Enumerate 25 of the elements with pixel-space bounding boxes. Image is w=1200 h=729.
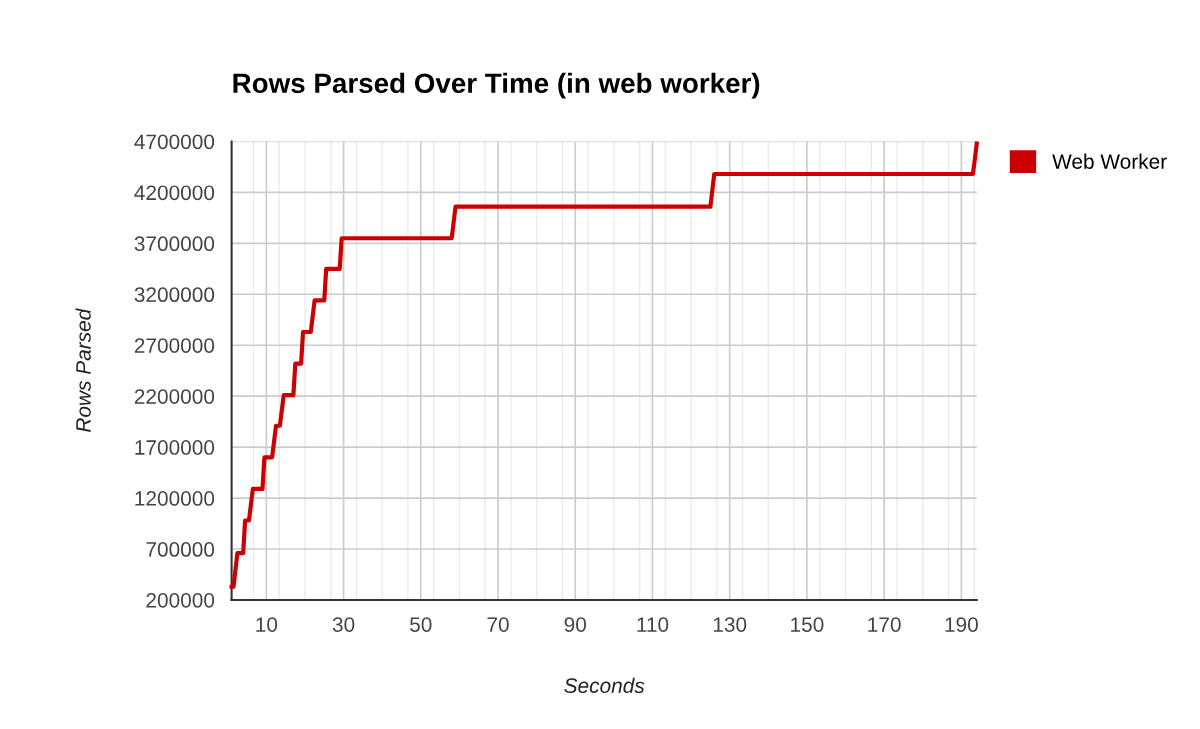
legend-label: Web Worker <box>1052 153 1167 169</box>
y-axis-title: Rows Parsed <box>75 308 91 432</box>
chart-title: Rows Parsed Over Time (in web worker) <box>233 72 760 99</box>
y-tick-label: 200000 <box>146 592 215 608</box>
y-tick-label: 700000 <box>146 542 215 557</box>
y-tick-label: 2700000 <box>134 338 215 353</box>
x-tick-label: 110 <box>637 617 669 632</box>
x-tick-label: 10 <box>256 617 278 632</box>
x-tick-label: 170 <box>868 617 901 632</box>
y-tick-label: 3200000 <box>134 287 215 303</box>
x-tick-label: 70 <box>487 617 509 632</box>
x-tick-label: 30 <box>332 617 355 632</box>
x-tick-label: 130 <box>713 617 747 632</box>
line-series <box>229 141 979 589</box>
x-tick-label: 50 <box>410 617 432 632</box>
y-tick-label: 3700000 <box>134 236 215 252</box>
y-tick-label: 4200000 <box>134 185 215 201</box>
y-tick-label: 1700000 <box>135 440 215 455</box>
y-tick-label: 1200000 <box>135 491 215 506</box>
y-tick-label: 4700000 <box>134 134 215 150</box>
x-tick-label: 150 <box>791 617 824 632</box>
x-axis-title: Seconds <box>564 677 645 694</box>
x-tick-label: 190 <box>945 617 978 632</box>
y-tick-label: 2200000 <box>134 389 215 404</box>
x-tick-label: 90 <box>564 617 587 632</box>
